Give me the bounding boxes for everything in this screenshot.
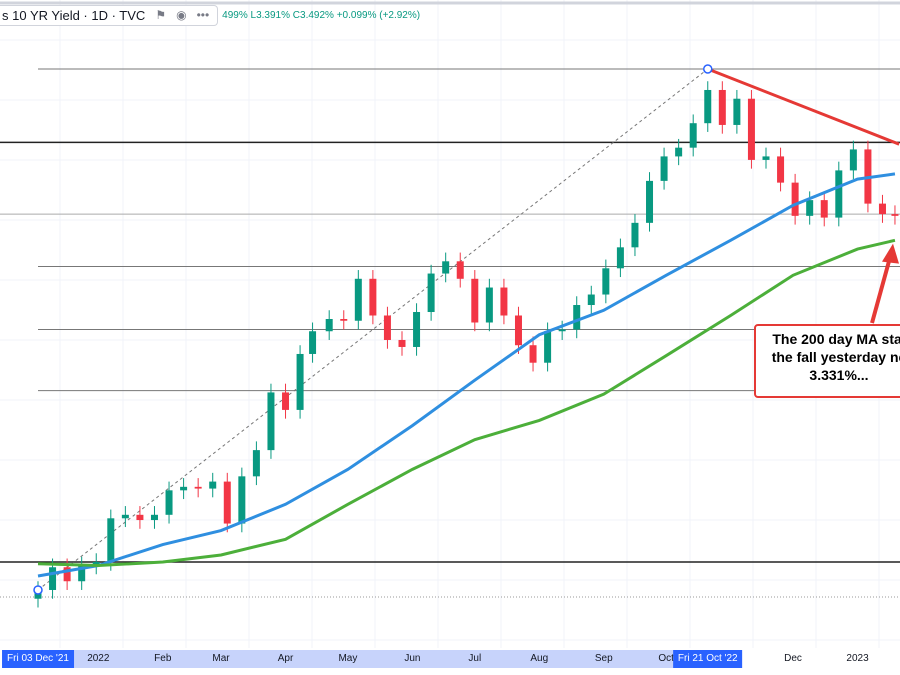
candle-body [267, 392, 275, 451]
candle-body [762, 156, 770, 160]
flag-icon[interactable]: ⚑ [155, 8, 167, 22]
candle-body [456, 261, 464, 279]
chart-legend: s 10 YR Yield · 1D · TVC ⚑ ◉ ••• 499% L3… [0, 4, 420, 26]
candle-body [194, 486, 202, 489]
time-axis-label: Feb [154, 653, 172, 664]
time-axis-label: Oct [658, 653, 674, 664]
candle-body [777, 156, 785, 183]
highlighted-date-label: Fri 03 Dec '21 [2, 650, 74, 668]
time-axis-label: Sep [594, 653, 613, 664]
candle-body [63, 567, 71, 582]
annotation-line: 3.331%... [809, 367, 869, 383]
candle-body [878, 203, 886, 215]
ma200-line [37, 238, 896, 568]
candle-body [209, 481, 217, 489]
time-axis-label: 2022 [87, 653, 110, 664]
candle-body [820, 200, 828, 218]
candle-body [849, 149, 857, 171]
candle-body [514, 315, 522, 346]
candle-body [354, 278, 362, 321]
candle-body [675, 147, 683, 157]
candle-body [150, 514, 158, 521]
annotation-line: The 200 day MA stal [772, 331, 900, 347]
candle-body [427, 273, 435, 313]
candle-body [49, 567, 57, 590]
highlighted-date-label: Fri 21 Oct '22 [672, 650, 743, 668]
candle-body [398, 339, 406, 347]
arrow-head [882, 243, 899, 264]
candle-body [282, 392, 290, 410]
time-axis-label: Jul [468, 653, 482, 664]
ohlc-values: 499% L3.391% C3.492% +0.099% (+2.92%) [222, 9, 421, 21]
candle-body [704, 89, 712, 124]
candle-body [180, 486, 188, 491]
candle-body [544, 331, 552, 363]
selected-range [33, 650, 713, 668]
candle-body [136, 514, 144, 521]
time-axis-label: Apr [277, 653, 294, 664]
time-axis[interactable]: 2022 Feb Mar Apr May Jun Jul Aug Sep Oct Dec 2023 Fr… [0, 648, 900, 670]
arrow-shaft [870, 257, 892, 324]
symbol-title[interactable]: s 10 YR Yield · 1D · TVC ⚑ ◉ ••• [0, 4, 219, 26]
annotation-line: the fall yesterday ne [771, 349, 900, 365]
candle-body [471, 278, 479, 323]
symbol-name: s 10 YR Yield · 1D · TVC [2, 7, 146, 23]
candle-body [383, 315, 391, 340]
candle-body [558, 329, 566, 332]
candle-body [631, 222, 639, 248]
more-icon[interactable]: ••• [196, 8, 210, 22]
candle-body [442, 261, 450, 274]
candle-body [369, 278, 377, 316]
candle-body [340, 319, 348, 321]
candle-body [529, 345, 537, 363]
candle-body [616, 247, 624, 269]
anchor-point-marker [703, 64, 713, 74]
candle-body [689, 123, 697, 148]
trendline [707, 67, 900, 146]
time-axis-label: May [338, 653, 358, 664]
eye-icon[interactable]: ◉ [176, 8, 187, 22]
candle-body [646, 180, 654, 223]
candle-body [238, 476, 246, 524]
annotation-callout[interactable]: The 200 day MA stal the fall yesterday n… [754, 324, 900, 398]
candle-body [92, 562, 100, 566]
candle-body [718, 89, 726, 125]
candle-body [325, 319, 333, 332]
candle-body [485, 287, 493, 323]
candle-body [296, 353, 304, 410]
candle-body [165, 490, 173, 515]
time-axis-label: Mar [212, 653, 230, 664]
candle-body [806, 200, 814, 216]
candle-body [733, 98, 741, 125]
anchor-point-marker [33, 585, 43, 595]
candle-body [500, 287, 508, 316]
candle-body [121, 514, 129, 519]
candle-body [835, 170, 843, 218]
candle-body [573, 305, 581, 330]
candle-body [413, 312, 421, 347]
candle-body [791, 182, 799, 216]
time-axis-label: Dec [784, 653, 802, 664]
time-axis-label: 2023 [846, 653, 869, 664]
ma100-line [37, 172, 896, 578]
time-axis-label: Jun [404, 653, 421, 664]
candle-body [309, 331, 317, 354]
candle-body [252, 450, 260, 477]
time-axis-label: Aug [530, 653, 549, 664]
candle-body [587, 294, 595, 306]
candle-body [78, 565, 86, 582]
candle-body [747, 98, 755, 160]
candle-body [223, 481, 231, 524]
candle-body [660, 156, 668, 181]
candle-body [602, 268, 610, 295]
candle-body [891, 214, 899, 216]
candle-body [107, 518, 115, 563]
